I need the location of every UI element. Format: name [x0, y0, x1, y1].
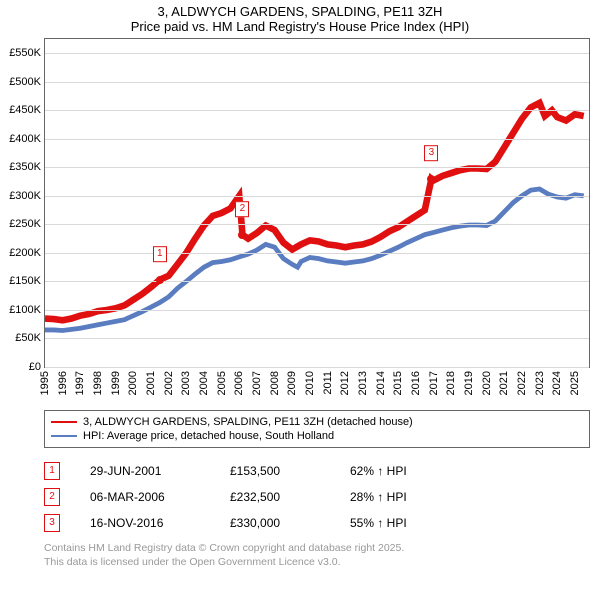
xtick-label: 1997	[74, 371, 86, 395]
sales-row: 1 29-JUN-2001 £153,500 62% ↑ HPI	[44, 458, 590, 484]
ytick-label: £350K	[9, 161, 41, 173]
sale-marker-dot	[427, 175, 435, 183]
sale-price: £232,500	[230, 490, 350, 504]
xtick-label: 2017	[428, 371, 440, 395]
sale-marker: 1	[44, 462, 60, 480]
sale-marker-dot	[156, 276, 164, 284]
xtick-label: 2004	[198, 371, 210, 395]
xtick-label: 2000	[127, 371, 139, 395]
legend-row: HPI: Average price, detached house, Sout…	[51, 429, 583, 443]
chart: £0£50K£100K£150K£200K£250K£300K£350K£400…	[44, 38, 590, 368]
footer-line2: This data is licensed under the Open Gov…	[44, 556, 590, 570]
sale-marker-dot	[238, 231, 246, 239]
legend: 3, ALDWYCH GARDENS, SPALDING, PE11 3ZH (…	[44, 410, 590, 448]
xtick-label: 2005	[216, 371, 228, 395]
ytick-label: £550K	[9, 47, 41, 59]
sale-date: 06-MAR-2006	[90, 490, 230, 504]
xtick-label: 2003	[180, 371, 192, 395]
title-block: 3, ALDWYCH GARDENS, SPALDING, PE11 3ZH P…	[0, 0, 600, 34]
xtick-label: 2006	[233, 371, 245, 395]
gridline	[45, 338, 589, 339]
sales-row: 2 06-MAR-2006 £232,500 28% ↑ HPI	[44, 484, 590, 510]
title-line1: 3, ALDWYCH GARDENS, SPALDING, PE11 3ZH	[0, 4, 600, 19]
gridline	[45, 224, 589, 225]
sale-hpi: 55% ↑ HPI	[350, 516, 590, 530]
gridline	[45, 367, 589, 368]
gridline	[45, 167, 589, 168]
ytick-label: £250K	[9, 218, 41, 230]
ytick-label: £50K	[15, 332, 41, 344]
sale-price: £153,500	[230, 464, 350, 478]
xtick-label: 2008	[269, 371, 281, 395]
sale-marker-flag: 2	[235, 201, 249, 217]
xtick-label: 2024	[551, 371, 563, 395]
legend-label: HPI: Average price, detached house, Sout…	[83, 430, 334, 442]
ytick-label: £300K	[9, 190, 41, 202]
sale-hpi: 28% ↑ HPI	[350, 490, 590, 504]
plot-area: £0£50K£100K£150K£200K£250K£300K£350K£400…	[44, 38, 590, 368]
sale-marker: 2	[44, 488, 60, 506]
xtick-label: 2022	[516, 371, 528, 395]
xtick-label: 1998	[92, 371, 104, 395]
sales-table: 1 29-JUN-2001 £153,500 62% ↑ HPI 2 06-MA…	[44, 458, 590, 536]
gridline	[45, 53, 589, 54]
xtick-label: 1996	[57, 371, 69, 395]
sale-price: £330,000	[230, 516, 350, 530]
sale-date: 29-JUN-2001	[90, 464, 230, 478]
ytick-label: £450K	[9, 104, 41, 116]
gridline	[45, 139, 589, 140]
xtick-label: 2010	[304, 371, 316, 395]
xtick-label: 2019	[463, 371, 475, 395]
ytick-label: £500K	[9, 76, 41, 88]
xtick-label: 2016	[410, 371, 422, 395]
footer-line1: Contains HM Land Registry data © Crown c…	[44, 542, 590, 556]
gridline	[45, 310, 589, 311]
root: 3, ALDWYCH GARDENS, SPALDING, PE11 3ZH P…	[0, 0, 600, 569]
ytick-label: £150K	[9, 275, 41, 287]
footer: Contains HM Land Registry data © Crown c…	[44, 542, 590, 569]
xtick-label: 2002	[163, 371, 175, 395]
xtick-label: 2021	[498, 371, 510, 395]
xtick-label: 2018	[445, 371, 457, 395]
xtick-label: 2015	[392, 371, 404, 395]
xtick-label: 2014	[375, 371, 387, 395]
gridline	[45, 196, 589, 197]
xtick-label: 2009	[286, 371, 298, 395]
ytick-label: £200K	[9, 247, 41, 259]
xtick-label: 2025	[569, 371, 581, 395]
xtick-label: 2023	[534, 371, 546, 395]
ytick-label: £100K	[9, 304, 41, 316]
legend-swatch-red	[51, 421, 77, 423]
sale-marker: 3	[44, 514, 60, 532]
xtick-label: 2011	[322, 371, 334, 395]
xtick-label: 2013	[357, 371, 369, 395]
xtick-label: 2007	[251, 371, 263, 395]
chart-lines	[45, 39, 589, 367]
xtick-label: 1999	[110, 371, 122, 395]
gridline	[45, 110, 589, 111]
legend-label: 3, ALDWYCH GARDENS, SPALDING, PE11 3ZH (…	[83, 416, 413, 428]
legend-swatch-blue	[51, 435, 77, 437]
sale-marker-flag: 3	[424, 145, 438, 161]
gridline	[45, 281, 589, 282]
sale-hpi: 62% ↑ HPI	[350, 464, 590, 478]
sales-row: 3 16-NOV-2016 £330,000 55% ↑ HPI	[44, 510, 590, 536]
xtick-label: 2012	[339, 371, 351, 395]
legend-row: 3, ALDWYCH GARDENS, SPALDING, PE11 3ZH (…	[51, 415, 583, 429]
sale-date: 16-NOV-2016	[90, 516, 230, 530]
ytick-label: £400K	[9, 133, 41, 145]
gridline	[45, 82, 589, 83]
xtick-label: 2020	[481, 371, 493, 395]
xtick-label: 2001	[145, 371, 157, 395]
gridline	[45, 253, 589, 254]
xtick-label: 1995	[39, 371, 51, 395]
sale-marker-flag: 1	[153, 246, 167, 262]
title-line2: Price paid vs. HM Land Registry's House …	[0, 19, 600, 34]
